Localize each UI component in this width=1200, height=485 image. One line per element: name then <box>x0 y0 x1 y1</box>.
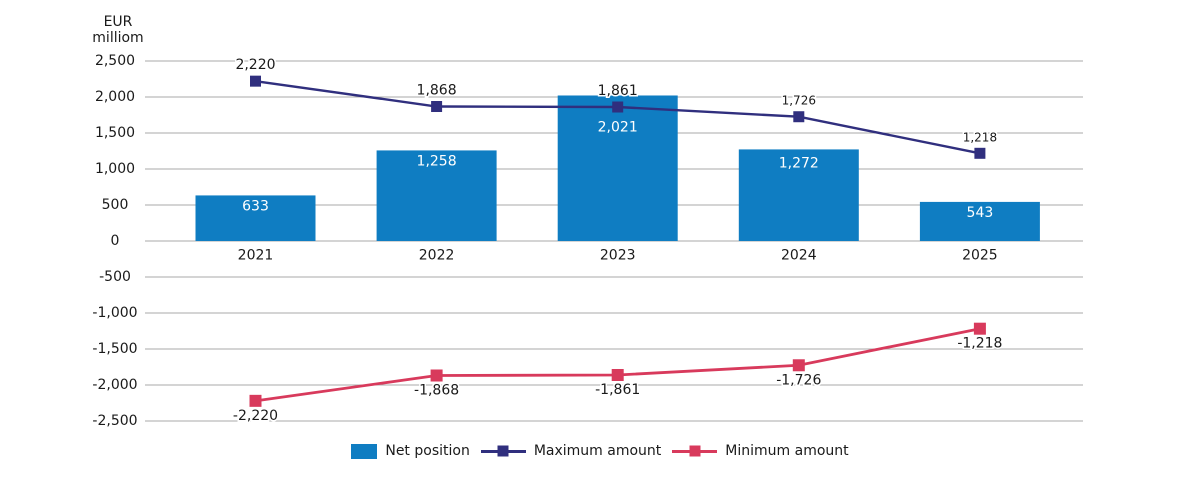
maximum-amount-marker <box>431 101 443 113</box>
bar-2022 <box>376 150 497 241</box>
minimum-amount-marker <box>430 369 443 382</box>
y-tick-label: 1,000 <box>95 161 135 177</box>
minimum-amount-marker-icon <box>689 445 701 457</box>
maximum-amount-marker <box>793 111 805 123</box>
x-category-label: 2021 <box>238 248 274 264</box>
y-tick-label: -1,500 <box>92 341 137 357</box>
bar-2024 <box>738 149 859 241</box>
legend-item-minimum-amount: Minimum amount <box>672 443 849 459</box>
x-category-label: 2023 <box>600 248 636 264</box>
y-axis-title-line-1: EUR <box>103 14 133 30</box>
maximum-amount-value-label: 1,726 <box>782 94 816 108</box>
legend-item-maximum-amount: Maximum amount <box>480 443 662 459</box>
x-category-label: 2025 <box>962 248 998 264</box>
maximum-amount-marker <box>250 75 261 87</box>
minimum-amount-value-label: -2,220 <box>233 408 278 424</box>
legend-item-net-position: Net position <box>351 443 470 459</box>
minimum-amount-marker <box>611 368 624 381</box>
bar-value-label: 2,021 <box>598 119 638 135</box>
maximum-amount-value-label: 2,220 <box>235 57 275 73</box>
bar-value-label: 1,258 <box>417 153 457 169</box>
maximum-amount-marker <box>612 101 624 113</box>
y-tick-label: -2,500 <box>92 413 137 429</box>
bar-value-label: 543 <box>967 205 994 221</box>
legend: Net position Maximum amount Minimum amou… <box>0 443 1200 459</box>
maximum-amount-value-label: 1,861 <box>598 83 638 99</box>
minimum-amount-value-label: -1,861 <box>595 382 640 398</box>
y-tick-label: 2,500 <box>95 53 135 69</box>
y-tick-label: 500 <box>102 197 129 213</box>
minimum-amount-marker <box>792 359 805 372</box>
x-category-label: 2022 <box>419 248 455 264</box>
legend-label-minimum-amount: Minimum amount <box>725 443 849 459</box>
minimum-amount-value-label: -1,218 <box>957 336 1002 352</box>
maximum-amount-marker-icon <box>497 445 509 457</box>
y-tick-label: -500 <box>99 269 131 285</box>
maximum-amount-line-icon <box>480 445 526 457</box>
bar-2021 <box>195 195 316 241</box>
minimum-amount-value-label: -1,726 <box>776 372 821 388</box>
y-tick-label: 1,500 <box>95 125 135 141</box>
x-category-label: 2024 <box>781 248 817 264</box>
net-position-swatch-icon <box>351 443 378 459</box>
y-tick-label: -2,000 <box>92 377 137 393</box>
bar-value-label: 1,272 <box>779 155 819 171</box>
y-tick-label: 0 <box>111 233 120 249</box>
minimum-amount-line-icon <box>672 445 718 457</box>
minimum-amount-value-label: -1,868 <box>414 382 459 398</box>
bar-value-label: 633 <box>242 198 269 214</box>
y-axis-title-line-2: milliom <box>92 30 144 46</box>
bar-2023 <box>557 95 678 241</box>
y-axis-title: EUR milliom <box>88 14 148 46</box>
minimum-amount-marker <box>249 394 262 407</box>
minimum-amount-marker <box>973 322 986 335</box>
legend-label-net-position: Net position <box>385 443 470 459</box>
y-tick-label: 2,000 <box>95 89 135 105</box>
legend-label-maximum-amount: Maximum amount <box>533 443 662 459</box>
maximum-amount-value-label: 1,218 <box>963 130 997 144</box>
maximum-amount-value-label: 1,868 <box>417 83 457 99</box>
bar-2025 <box>919 201 1040 241</box>
maximum-amount-marker <box>974 147 986 159</box>
y-tick-label: -1,000 <box>92 305 137 321</box>
